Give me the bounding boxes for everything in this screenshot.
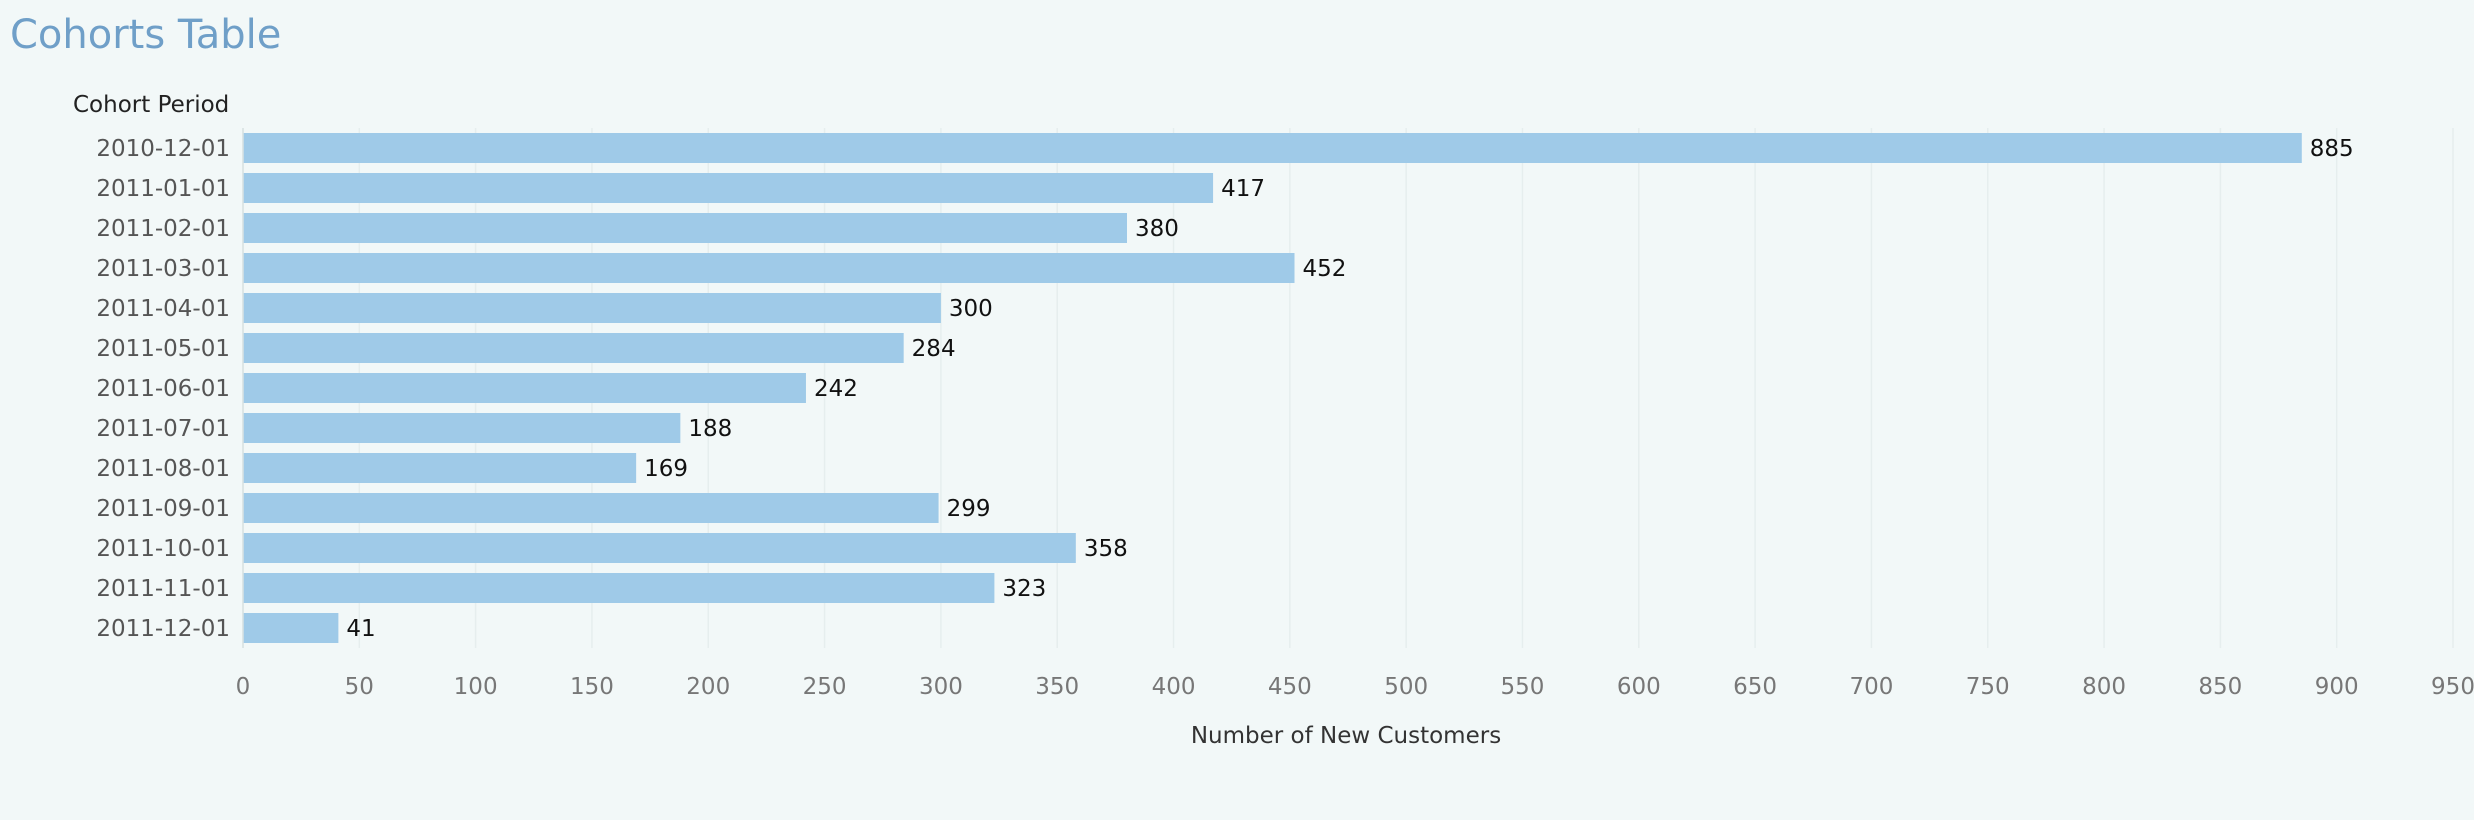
category-label: 2011-08-01 <box>96 456 230 482</box>
bars-layer <box>243 133 2302 643</box>
bar[interactable] <box>243 493 939 523</box>
x-tick-label: 400 <box>1152 674 1196 700</box>
x-tick-label: 800 <box>2082 674 2126 700</box>
category-label: 2011-11-01 <box>96 576 230 602</box>
bar[interactable] <box>243 533 1076 563</box>
bar[interactable] <box>243 213 1127 243</box>
bar[interactable] <box>243 453 637 483</box>
bar[interactable] <box>243 613 339 643</box>
x-tick-label: 650 <box>1733 674 1777 700</box>
labels-layer: 2010-12-01 885 2011-01-01 417 2011-02-01 380 2… <box>96 136 2353 642</box>
x-tick-label: 350 <box>1035 674 1079 700</box>
category-label: 2011-04-01 <box>96 296 230 322</box>
category-label: 2011-09-01 <box>96 496 230 522</box>
x-tick-label: 950 <box>2431 674 2474 700</box>
x-tick-label: 900 <box>2315 674 2359 700</box>
x-tick-label: 750 <box>1966 674 2010 700</box>
row-header: Cohort Period <box>73 92 230 118</box>
value-label: 242 <box>814 376 858 402</box>
value-label: 380 <box>1135 216 1179 242</box>
category-label: 2011-07-01 <box>96 416 230 442</box>
bar[interactable] <box>243 413 681 443</box>
category-label: 2011-12-01 <box>96 616 230 642</box>
x-tick-label: 150 <box>570 674 614 700</box>
x-tick-label: 700 <box>1849 674 1893 700</box>
category-label: 2011-02-01 <box>96 216 230 242</box>
value-label: 284 <box>912 336 956 362</box>
x-tick-label: 200 <box>686 674 730 700</box>
value-label: 299 <box>947 496 991 522</box>
x-tick-label: 500 <box>1384 674 1428 700</box>
value-label: 41 <box>346 616 375 642</box>
category-label: 2011-06-01 <box>96 376 230 402</box>
x-tick-label: 250 <box>803 674 847 700</box>
value-label: 452 <box>1302 256 1346 282</box>
x-tick-label: 100 <box>454 674 498 700</box>
bar[interactable] <box>243 173 1214 203</box>
x-tick-label: 0 <box>236 674 251 700</box>
value-label: 358 <box>1084 536 1128 562</box>
value-label: 169 <box>644 456 688 482</box>
bar[interactable] <box>243 333 904 363</box>
bar[interactable] <box>243 253 1295 283</box>
bar[interactable] <box>243 293 941 323</box>
bar[interactable] <box>243 373 806 403</box>
value-label: 300 <box>949 296 993 322</box>
value-label: 885 <box>2310 136 2354 162</box>
category-label: 2011-01-01 <box>96 176 230 202</box>
axis-layer: 0 50 100 150 200 250 300 350 400 450 500 550 600 650 7… <box>236 128 2474 700</box>
category-label: 2010-12-01 <box>96 136 230 162</box>
x-tick-label: 50 <box>345 674 374 700</box>
x-axis-title: Number of New Customers <box>1191 723 1501 749</box>
x-tick-label: 450 <box>1268 674 1312 700</box>
x-tick-label: 850 <box>2198 674 2242 700</box>
category-label: 2011-10-01 <box>96 536 230 562</box>
bar[interactable] <box>243 133 2302 163</box>
x-tick-label: 300 <box>919 674 963 700</box>
value-label: 323 <box>1002 576 1046 602</box>
x-tick-label: 600 <box>1617 674 1661 700</box>
category-label: 2011-05-01 <box>96 336 230 362</box>
value-label: 188 <box>688 416 732 442</box>
page-title: Cohorts Table <box>10 12 282 58</box>
x-tick-label: 550 <box>1501 674 1545 700</box>
value-label: 417 <box>1221 176 1265 202</box>
bar[interactable] <box>243 573 995 603</box>
category-label: 2011-03-01 <box>96 256 230 282</box>
